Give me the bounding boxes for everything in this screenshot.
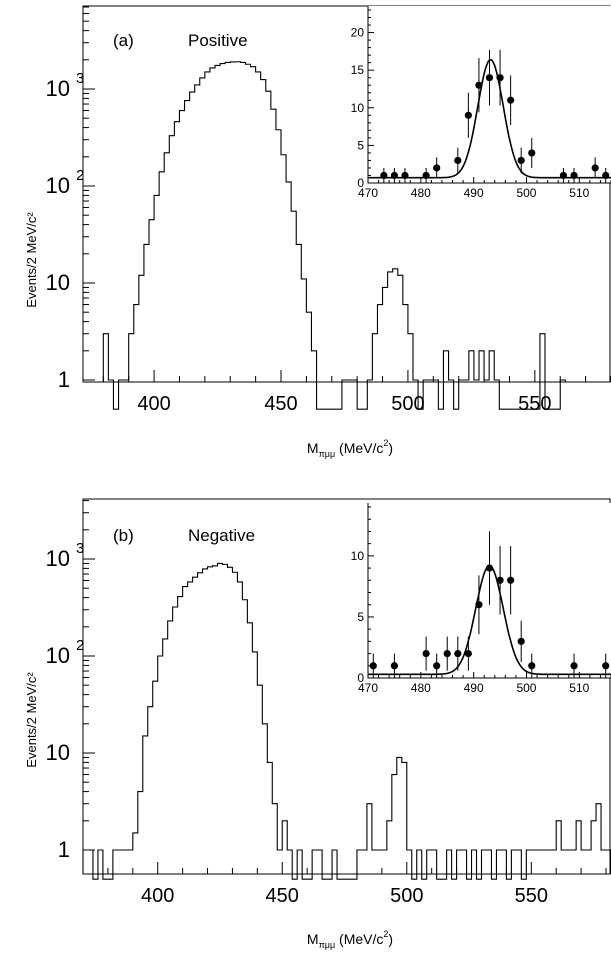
inset-data-point (570, 171, 578, 180)
x-axis-label: Mπμμ (MeV/c2) (307, 438, 393, 459)
histogram-step (82, 562, 611, 880)
y-tick-exponent: 3 (76, 70, 84, 87)
inset-data-point (507, 96, 515, 104)
inset-data-point (390, 171, 399, 180)
inset-x-tick-label: 500 (516, 186, 536, 200)
inset-data-point (485, 564, 494, 572)
x-tick-label: 500 (390, 885, 423, 907)
y-axis-label: Events/2 MeV/c² (24, 672, 39, 768)
inset-x-tick-label: 470 (358, 186, 378, 200)
inset-data-point (454, 156, 462, 165)
inset-data-point (559, 171, 568, 180)
inset-y-tick-label: 5 (357, 610, 364, 624)
main-axes: 400 450 500 550 1 10 10 2 10 3 (46, 5, 611, 415)
y-tick-exponent: 2 (76, 637, 84, 654)
inset-data-point (570, 662, 578, 670)
histogram-line (102, 61, 566, 410)
panel-label: (b) (113, 526, 134, 545)
inset-data-point (528, 662, 536, 670)
inset-data-point (602, 171, 610, 180)
inset-x-tick-label: 470 (358, 681, 378, 695)
y-tick-label: 1 (58, 837, 70, 862)
inset-data-point (433, 164, 441, 172)
y-tick-exponent: 3 (76, 540, 84, 557)
y-tick-label: 10 (46, 173, 70, 198)
x-axis-label: Mπμμ (MeV/c2) (307, 929, 393, 950)
inset-y-tick-label: 10 (351, 549, 365, 563)
y-tick-label: 10 (46, 270, 70, 295)
x-tick-label: 450 (266, 885, 299, 907)
inset-data-point (485, 74, 494, 82)
inset-data-point (443, 649, 451, 658)
inset-data-point (591, 164, 599, 172)
inset-x-tick-label: 490 (464, 186, 484, 200)
sign-label: Negative (188, 526, 255, 545)
inset-data-point (369, 662, 377, 670)
inset-data-point (422, 171, 430, 180)
inset-x-tick-label: 510 (569, 681, 589, 695)
inset-data-point (475, 601, 483, 609)
inset-data-point (464, 111, 472, 119)
x-tick-label: 400 (141, 885, 174, 907)
inset-data-point (602, 662, 610, 670)
x-tick-label: 500 (391, 393, 424, 415)
histogram-step (102, 61, 566, 410)
inset-x-tick-label: 500 (516, 681, 536, 695)
main-axes: 400 450 500 550 1 10 10 2 10 3 (46, 498, 611, 907)
panel-label: (a) (113, 31, 134, 50)
inset-data-point (390, 662, 399, 670)
y-axis-label: Events/2 MeV/c² (24, 212, 39, 308)
inset-x-tick-label: 490 (464, 681, 484, 695)
x-tick-label: 400 (137, 393, 170, 415)
inset-y-tick-label: 20 (351, 26, 365, 40)
inset-x-tick-label: 480 (411, 186, 431, 200)
y-tick-label: 1 (58, 367, 70, 392)
inset-data-point (380, 171, 388, 180)
x-tick-label: 550 (515, 885, 548, 907)
plot-frame (82, 498, 611, 875)
inset-data-point (496, 576, 504, 584)
sign-label: Positive (188, 31, 248, 50)
inset-y-tick-label: 0 (357, 671, 364, 685)
inset-data-point (496, 74, 504, 82)
y-tick-label: 10 (46, 546, 70, 571)
x-tick-label: 550 (518, 393, 551, 415)
inset-data-point (433, 662, 441, 670)
inset-data-point (401, 171, 409, 180)
inset-y-tick-label: 15 (351, 63, 365, 77)
histogram-line (82, 562, 611, 880)
inset-data-point (528, 149, 536, 157)
inset-x-tick-label: 480 (411, 681, 431, 695)
y-tick-label: 10 (46, 76, 70, 101)
inset-data-point (422, 649, 430, 658)
inset-x-tick-label: 510 (569, 186, 589, 200)
x-tick-label: 450 (264, 393, 297, 415)
y-tick-exponent: 2 (76, 167, 84, 184)
inset-data-point (517, 156, 525, 165)
inset-y-tick-label: 5 (357, 138, 364, 152)
inset-data-point (475, 81, 483, 89)
inset-data-point (517, 637, 525, 645)
inset-data-point (454, 649, 462, 658)
inset-y-tick-label: 10 (351, 101, 365, 115)
inset-data-point (464, 649, 472, 658)
y-tick-label: 10 (46, 643, 70, 668)
inset-data-point (507, 576, 515, 584)
y-tick-label: 10 (46, 740, 70, 765)
inset-y-tick-label: 0 (357, 176, 364, 190)
